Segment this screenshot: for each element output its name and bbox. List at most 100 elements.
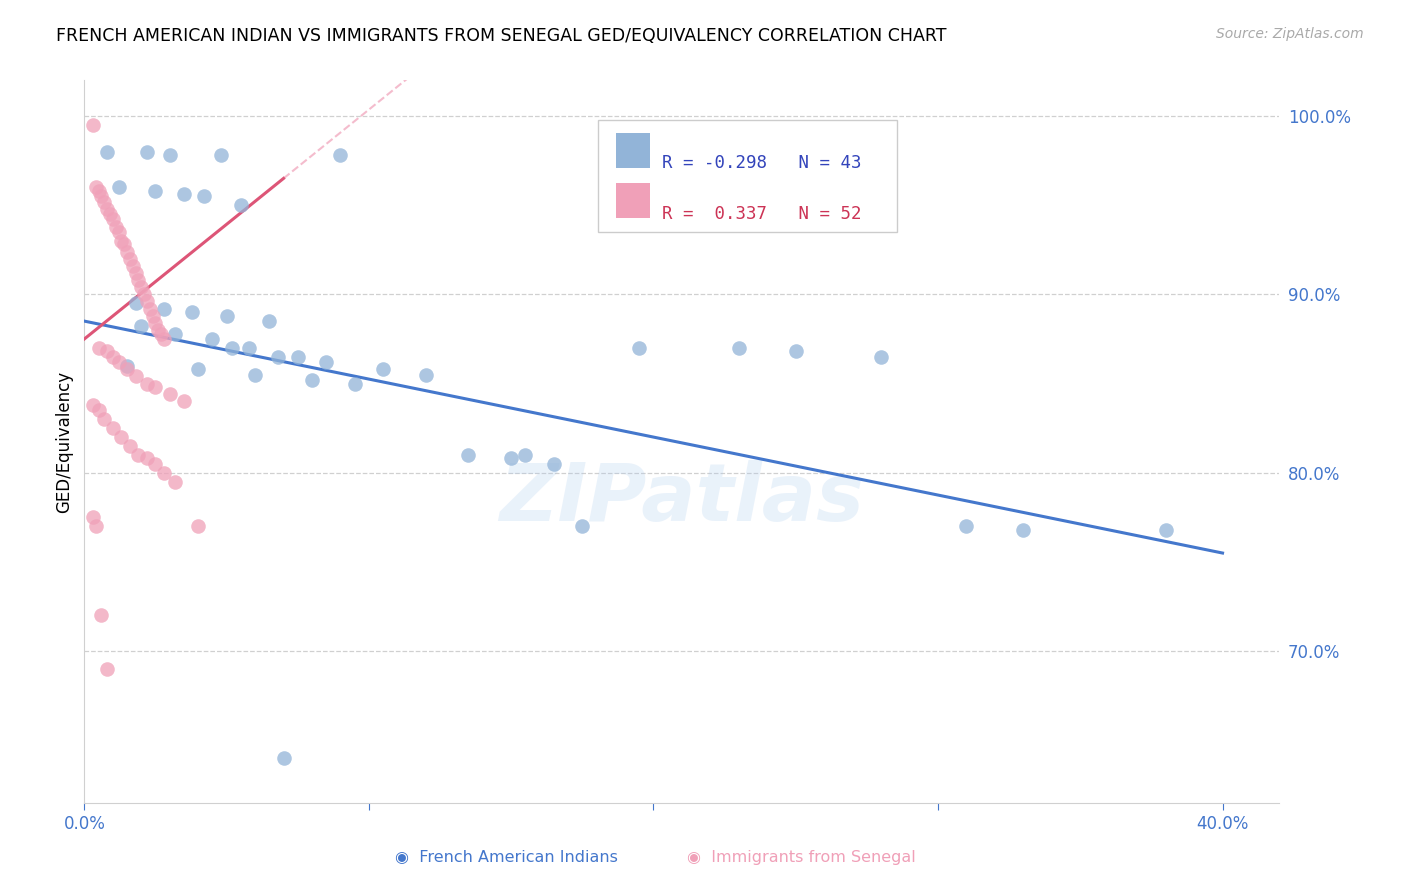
- Point: [115, 359, 138, 373]
- Point: [145, 380, 167, 394]
- Point: [93, 194, 115, 209]
- Point: [148, 323, 170, 337]
- Point: [101, 350, 124, 364]
- Point: [124, 369, 146, 384]
- Point: [112, 237, 135, 252]
- Point: [301, 373, 323, 387]
- Point: [101, 212, 124, 227]
- Point: [238, 341, 260, 355]
- Point: [118, 439, 141, 453]
- Point: [96, 202, 118, 216]
- Point: [84, 180, 107, 194]
- Point: [343, 376, 366, 391]
- Point: [107, 355, 129, 369]
- Point: [187, 362, 209, 376]
- Point: [181, 305, 204, 319]
- Bar: [616, 133, 650, 168]
- Point: [110, 430, 132, 444]
- Point: [373, 362, 395, 376]
- Point: [1154, 523, 1177, 537]
- Point: [159, 148, 181, 162]
- Point: [142, 309, 165, 323]
- Point: [273, 751, 295, 765]
- Point: [329, 148, 352, 162]
- Point: [90, 189, 112, 203]
- Point: [101, 421, 124, 435]
- Point: [124, 296, 146, 310]
- Point: [107, 180, 129, 194]
- Text: Source: ZipAtlas.com: Source: ZipAtlas.com: [1216, 27, 1364, 41]
- Point: [145, 184, 167, 198]
- Point: [153, 332, 176, 346]
- Text: R =  0.337   N = 52: R = 0.337 N = 52: [662, 205, 860, 223]
- Point: [215, 309, 238, 323]
- Point: [115, 362, 138, 376]
- Text: R = -0.298   N = 43: R = -0.298 N = 43: [662, 154, 860, 172]
- Point: [132, 287, 156, 301]
- Y-axis label: GED/Equivalency: GED/Equivalency: [55, 370, 73, 513]
- Text: ZIPatlas: ZIPatlas: [499, 460, 865, 539]
- Text: ◉  French American Indians: ◉ French American Indians: [395, 850, 617, 865]
- Text: ◉  Immigrants from Senegal: ◉ Immigrants from Senegal: [688, 850, 915, 865]
- Point: [628, 341, 651, 355]
- Point: [201, 332, 224, 346]
- Point: [96, 344, 118, 359]
- Point: [287, 350, 309, 364]
- Point: [315, 355, 337, 369]
- FancyBboxPatch shape: [599, 120, 897, 232]
- Point: [415, 368, 437, 382]
- Point: [955, 519, 977, 533]
- Point: [82, 398, 104, 412]
- Point: [87, 341, 110, 355]
- Point: [139, 301, 162, 316]
- Point: [145, 316, 167, 330]
- Point: [515, 448, 537, 462]
- Point: [150, 326, 173, 341]
- Point: [785, 344, 807, 359]
- Point: [193, 189, 215, 203]
- Point: [153, 466, 176, 480]
- Point: [136, 451, 159, 466]
- Point: [159, 387, 181, 401]
- Point: [121, 259, 143, 273]
- Point: [82, 510, 104, 524]
- Point: [727, 341, 749, 355]
- Point: [543, 457, 565, 471]
- Point: [1012, 523, 1035, 537]
- Point: [243, 368, 266, 382]
- Point: [107, 225, 129, 239]
- Point: [165, 326, 187, 341]
- Point: [104, 219, 127, 234]
- Point: [82, 118, 104, 132]
- Point: [153, 301, 176, 316]
- Text: FRENCH AMERICAN INDIAN VS IMMIGRANTS FROM SENEGAL GED/EQUIVALENCY CORRELATION CH: FRENCH AMERICAN INDIAN VS IMMIGRANTS FRO…: [56, 27, 946, 45]
- Bar: [616, 183, 650, 218]
- Point: [501, 451, 523, 466]
- Point: [165, 475, 187, 489]
- Point: [136, 145, 159, 159]
- Point: [129, 319, 152, 334]
- Point: [136, 376, 159, 391]
- Point: [127, 273, 149, 287]
- Point: [110, 234, 132, 248]
- Point: [173, 187, 195, 202]
- Point: [267, 350, 290, 364]
- Point: [96, 145, 118, 159]
- Point: [870, 350, 893, 364]
- Point: [124, 266, 146, 280]
- Point: [115, 244, 138, 259]
- Point: [571, 519, 593, 533]
- Point: [98, 207, 121, 221]
- Point: [118, 252, 141, 266]
- Point: [173, 394, 195, 409]
- Point: [129, 280, 152, 294]
- Point: [457, 448, 479, 462]
- Point: [145, 457, 167, 471]
- Point: [127, 448, 149, 462]
- Point: [96, 662, 118, 676]
- Point: [229, 198, 252, 212]
- Point: [87, 403, 110, 417]
- Point: [90, 608, 112, 623]
- Point: [136, 294, 159, 309]
- Point: [84, 519, 107, 533]
